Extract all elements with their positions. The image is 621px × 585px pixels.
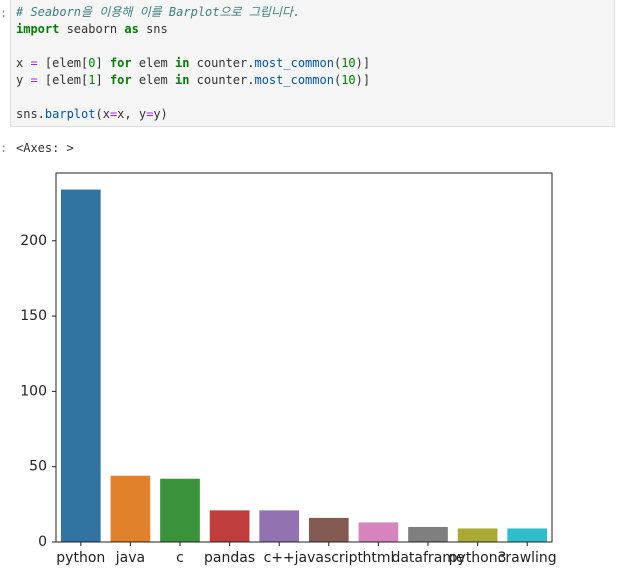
y-tick-label: 150 bbox=[20, 308, 47, 324]
code-token: in bbox=[175, 73, 190, 87]
code-token: x bbox=[16, 56, 31, 70]
bar bbox=[160, 478, 200, 542]
output-text: <Axes: > bbox=[16, 141, 74, 155]
code-token: ] bbox=[95, 56, 110, 70]
code-token: import bbox=[16, 22, 60, 36]
code-token: x, y bbox=[117, 107, 147, 121]
code-line: # Seaborn을 이용해 이를 Barplot으로 그립니다. bbox=[16, 4, 614, 21]
code-line: x = [elem[0] for elem in counter.most_co… bbox=[16, 55, 614, 72]
code-line: sns.barplot(x=x, y=y) bbox=[16, 106, 614, 123]
x-tick-label: crawling bbox=[498, 550, 557, 566]
axes-frame bbox=[55, 172, 553, 543]
code-token: ] bbox=[95, 73, 110, 87]
code-token: counter. bbox=[189, 73, 255, 87]
code-token: y bbox=[16, 73, 31, 87]
bar bbox=[358, 522, 399, 542]
code-token: most_common bbox=[254, 56, 334, 70]
code-line: y = [elem[1] for elem in counter.most_co… bbox=[16, 72, 614, 89]
code-token: 10 bbox=[341, 73, 356, 87]
code-token: as bbox=[124, 22, 139, 36]
code-token: 0 bbox=[88, 56, 96, 70]
code-token: # Seaborn을 이용해 이를 Barplot으로 그립니다. bbox=[16, 5, 301, 19]
bar bbox=[507, 528, 548, 542]
y-tick-label: 100 bbox=[20, 383, 47, 399]
code-token: counter. bbox=[189, 56, 255, 70]
code-line bbox=[16, 89, 614, 106]
code-token: seaborn bbox=[59, 22, 125, 36]
code-token: most_common bbox=[254, 73, 334, 87]
code-token: )] bbox=[355, 73, 371, 87]
bar bbox=[209, 510, 250, 542]
x-tick-label: javascript bbox=[294, 550, 364, 566]
code-token: )] bbox=[355, 56, 371, 70]
code-token: elem bbox=[131, 56, 175, 70]
y-tick-label: 200 bbox=[20, 233, 47, 249]
code-token: [elem[ bbox=[37, 56, 89, 70]
code-token: ( bbox=[333, 56, 342, 70]
bar bbox=[259, 510, 300, 542]
x-tick-label: python3 bbox=[449, 550, 507, 566]
code-token: for bbox=[109, 56, 132, 70]
code-token: barplot bbox=[44, 107, 96, 121]
input-prompt: : bbox=[0, 6, 8, 20]
code-token: = bbox=[30, 56, 38, 70]
code-token: 1 bbox=[88, 73, 96, 87]
code-token: for bbox=[109, 73, 132, 87]
code-token: = bbox=[146, 107, 154, 121]
x-tick-label: pandas bbox=[204, 550, 255, 566]
code-token: in bbox=[175, 56, 190, 70]
code-token: elem bbox=[131, 73, 175, 87]
code-token: sns. bbox=[16, 107, 45, 121]
bar bbox=[110, 475, 151, 542]
code-token: y) bbox=[153, 107, 168, 121]
code-token: = bbox=[109, 107, 118, 121]
code-token: [elem[ bbox=[37, 73, 89, 87]
bar bbox=[308, 517, 349, 542]
bar bbox=[60, 189, 101, 542]
code-token: (x bbox=[95, 107, 110, 121]
code-cell[interactable]: # Seaborn을 이용해 이를 Barplot으로 그립니다. import … bbox=[10, 0, 615, 127]
x-tick-label: dataframe bbox=[391, 550, 464, 566]
bar bbox=[408, 526, 448, 542]
code-token: 10 bbox=[341, 56, 356, 70]
y-tick-label: 50 bbox=[29, 459, 47, 475]
y-tick-label: 0 bbox=[38, 534, 47, 550]
x-tick-label: c bbox=[176, 550, 184, 566]
x-tick-label: python bbox=[56, 550, 105, 566]
x-tick-label: html bbox=[362, 550, 394, 566]
output-prompt: : bbox=[0, 141, 8, 155]
code-token: ( bbox=[333, 73, 342, 87]
bar bbox=[457, 528, 498, 542]
code-token: = bbox=[30, 73, 38, 87]
code-line: import seaborn as sns bbox=[16, 21, 614, 38]
code-line bbox=[16, 38, 614, 55]
x-tick-label: c++ bbox=[264, 550, 295, 566]
chart: 0 50 100 150 200 python java c pandas c++ javascri… bbox=[20, 172, 557, 566]
x-tick-label: java bbox=[115, 550, 145, 566]
code-token: sns bbox=[138, 22, 168, 36]
